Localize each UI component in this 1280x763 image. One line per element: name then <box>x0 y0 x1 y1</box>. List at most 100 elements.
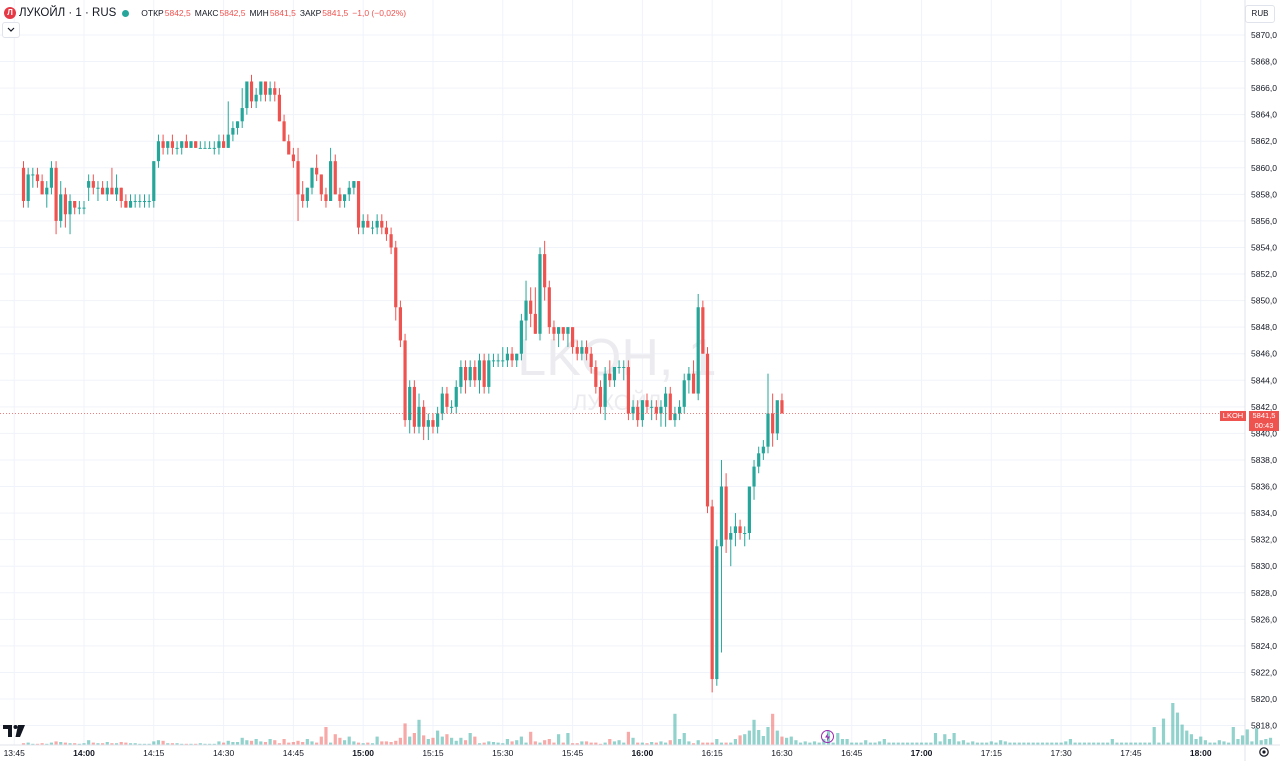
volume-bar <box>203 743 207 745</box>
volume-bar <box>1227 742 1231 745</box>
volume-bar <box>1264 739 1268 745</box>
volume-bar <box>691 743 696 745</box>
volume-bar <box>482 742 486 745</box>
time-tick-label: 14:00 <box>73 748 95 758</box>
volume-bar <box>119 742 123 745</box>
candle-body <box>45 187 49 195</box>
candle-body <box>156 141 161 162</box>
candle-body <box>96 187 100 189</box>
symbol-logo-icon: Л <box>4 7 16 19</box>
candle-body <box>715 546 719 680</box>
volume-bar <box>612 741 617 745</box>
candle-body <box>622 367 626 368</box>
volume-bar <box>794 740 798 745</box>
volume-bar <box>771 713 775 745</box>
volume-bar <box>975 742 979 745</box>
candle-body <box>719 486 724 547</box>
volume-bar <box>473 736 477 745</box>
open-value: 5842,5 <box>164 8 191 18</box>
currency-button[interactable]: RUB <box>1245 5 1275 23</box>
candle-body <box>710 506 714 680</box>
volume-bar <box>882 739 886 745</box>
candle-body <box>263 81 268 95</box>
candle-body <box>659 406 663 414</box>
time-tick-label: 14:15 <box>143 748 165 758</box>
candle-body <box>101 187 105 195</box>
price-tick-label: 5860,0 <box>1251 163 1277 173</box>
time-tick-label: 17:00 <box>911 748 933 758</box>
candle-body <box>570 327 575 348</box>
volume-bar <box>333 734 337 745</box>
volume-bar <box>892 742 896 745</box>
candle-body <box>35 174 40 182</box>
price-tick-label: 5850,0 <box>1251 296 1277 306</box>
candle-body <box>245 81 249 109</box>
candle-body <box>189 141 193 148</box>
volume-bar <box>808 742 812 745</box>
volume-bar <box>1008 742 1012 745</box>
candle-body <box>594 367 598 387</box>
candle-body <box>77 207 81 209</box>
volume-bar <box>1003 741 1007 745</box>
candle-body <box>449 406 454 408</box>
volume-bar <box>1180 724 1184 745</box>
candle-body <box>640 400 644 421</box>
volume-bar <box>487 741 491 745</box>
volume-bar <box>1185 730 1189 745</box>
volume-bar <box>1064 741 1068 745</box>
candle-body <box>249 81 254 102</box>
time-tick-label: 15:00 <box>352 748 374 758</box>
volume-bar <box>1031 742 1035 745</box>
candle-body <box>338 194 342 201</box>
volume-bar <box>245 740 249 745</box>
volume-bar <box>566 733 570 745</box>
chart-settings-button[interactable] <box>1258 745 1270 763</box>
price-tick-label: 5830,0 <box>1251 561 1277 571</box>
volume-bar <box>315 742 319 745</box>
volume-bar <box>654 742 658 745</box>
candle-body <box>608 373 612 381</box>
alert-button[interactable] <box>821 730 834 743</box>
time-tick-label: 14:45 <box>283 748 305 758</box>
volume-bar <box>431 737 435 745</box>
volume-bar <box>1259 740 1263 745</box>
volume-bar <box>1054 742 1059 745</box>
candle-body <box>291 154 295 162</box>
volume-bar <box>384 741 389 745</box>
volume-bar <box>850 742 854 745</box>
volume-bar <box>73 743 77 745</box>
volume-bar <box>705 742 710 745</box>
candle-body <box>417 406 421 427</box>
candle-body <box>408 386 412 421</box>
candle-body <box>580 347 584 354</box>
tradingview-logo-icon[interactable] <box>3 724 25 742</box>
volume-bar <box>1133 742 1138 745</box>
candle-body <box>664 393 668 407</box>
watermark-ticker: LKOH, 1 <box>517 329 716 387</box>
high-label: МАКС <box>194 8 219 18</box>
volume-bar <box>598 743 603 745</box>
volume-bar <box>780 736 784 745</box>
volume-bar <box>156 740 161 745</box>
volume-bar <box>519 736 523 745</box>
candle-body <box>287 141 291 155</box>
symbol-title[interactable]: ЛУКОЙЛ · 1 · RUS <box>19 7 117 19</box>
volume-bar <box>910 742 914 745</box>
candle-body <box>380 220 384 228</box>
volume-bar <box>789 736 793 745</box>
volume-bar <box>943 734 947 745</box>
candle-body <box>184 141 188 148</box>
gear-icon <box>1259 747 1269 757</box>
candle-body <box>128 201 133 208</box>
candle-body <box>147 201 151 202</box>
candle-body <box>166 141 170 148</box>
candle-body <box>21 167 26 201</box>
volume-bar <box>1050 742 1054 745</box>
price-tick-label: 5826,0 <box>1251 614 1277 624</box>
volume-bar <box>170 743 175 745</box>
volume-bar <box>1022 742 1026 745</box>
candle-body <box>612 367 617 381</box>
volume-bar <box>529 731 533 745</box>
legend-collapse-button[interactable] <box>2 22 20 38</box>
